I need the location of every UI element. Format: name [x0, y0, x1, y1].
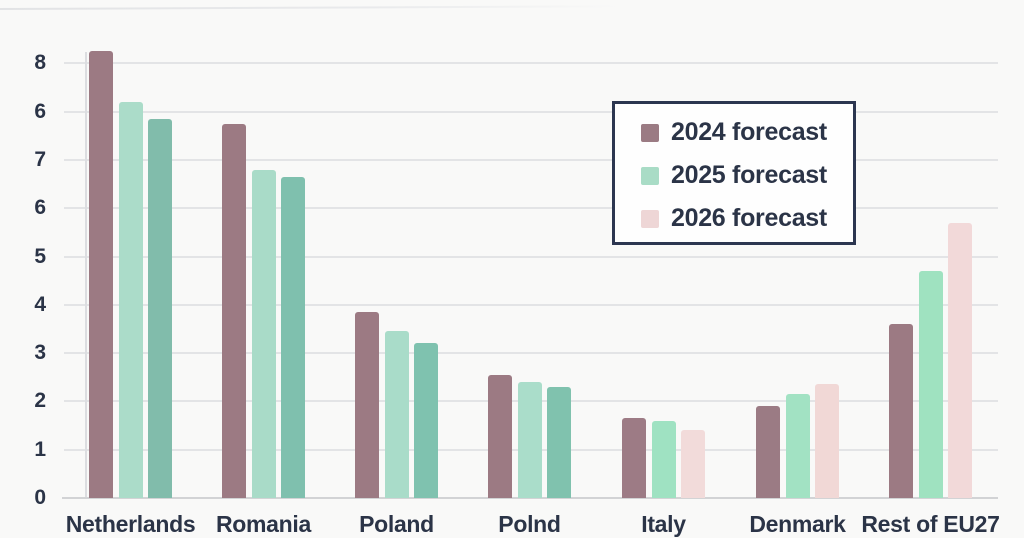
x-category-label: Netherlands — [65, 511, 196, 537]
legend-swatch-2025 — [641, 166, 659, 185]
y-tick-label: 6 — [34, 196, 46, 220]
y-axis-line — [85, 52, 87, 498]
bar-2024-netherlands — [89, 51, 113, 498]
x-category-label: Italy — [641, 511, 686, 537]
bar-2024-italy — [622, 418, 646, 498]
bar-2024-rest-of-eu27 — [889, 324, 913, 498]
x-category-label: Polnd — [498, 511, 561, 537]
bar-2026-rest-of-eu27 — [948, 223, 972, 498]
legend-label-2024: 2024 forecast — [671, 118, 827, 146]
gridline — [64, 110, 998, 113]
x-category-label: Rest of EU27 — [861, 511, 1000, 537]
x-category-label: Denmark — [749, 511, 846, 537]
gridline — [64, 158, 998, 161]
legend-swatch-2024 — [641, 123, 659, 142]
top-decorative-line — [0, 5, 620, 10]
y-tick-label: 3 — [34, 341, 46, 365]
legend-item-2025: 2025 forecast — [641, 154, 853, 197]
bar-2025-poland — [385, 331, 409, 498]
x-axis-line — [62, 497, 998, 499]
bar-2025-netherlands — [119, 102, 143, 498]
bar-2026-italy — [681, 430, 705, 498]
bar-2025-rest-of-eu27 — [919, 271, 943, 498]
legend-label-2026: 2026 forecast — [671, 204, 827, 232]
y-tick-label: 5 — [34, 244, 46, 268]
y-tick-label: 4 — [34, 292, 46, 316]
gridline — [64, 62, 998, 65]
y-tick-label: 6 — [34, 99, 46, 123]
gridline — [64, 207, 998, 210]
x-category-label: Poland — [359, 511, 434, 537]
x-category-label: Romania — [215, 511, 312, 537]
bar-2025-romania — [252, 170, 276, 498]
bar-2025-polnd — [518, 382, 542, 498]
legend-item-2024: 2024 forecast — [641, 111, 853, 154]
legend-item-2026: 2026 forecast — [641, 197, 853, 240]
bar-2026-denmark — [815, 384, 839, 498]
y-tick-label: 1 — [34, 437, 46, 461]
legend: 2024 forecast 2025 forecast 2026 forecas… — [612, 101, 856, 245]
y-tick-label: 0 — [34, 486, 46, 509]
bar-2026-poland — [414, 343, 438, 498]
bar-2024-poland — [355, 312, 379, 498]
bar-2024-denmark — [756, 406, 780, 498]
bar-2026-romania — [281, 177, 305, 498]
bar-2024-romania — [222, 124, 246, 498]
legend-swatch-2026 — [641, 209, 659, 228]
bar-2024-polnd — [488, 375, 512, 498]
bar-2026-polnd — [547, 387, 571, 498]
gridline — [64, 255, 998, 258]
y-tick-label: 8 — [34, 51, 46, 75]
bar-2025-italy — [652, 421, 676, 498]
gridline — [64, 303, 998, 306]
gridline — [64, 352, 998, 355]
bar-2026-netherlands — [148, 119, 172, 498]
y-tick-label: 2 — [34, 389, 46, 413]
bar-2025-denmark — [786, 394, 810, 498]
legend-label-2025: 2025 forecast — [671, 161, 827, 189]
y-tick-label: 7 — [34, 147, 46, 171]
